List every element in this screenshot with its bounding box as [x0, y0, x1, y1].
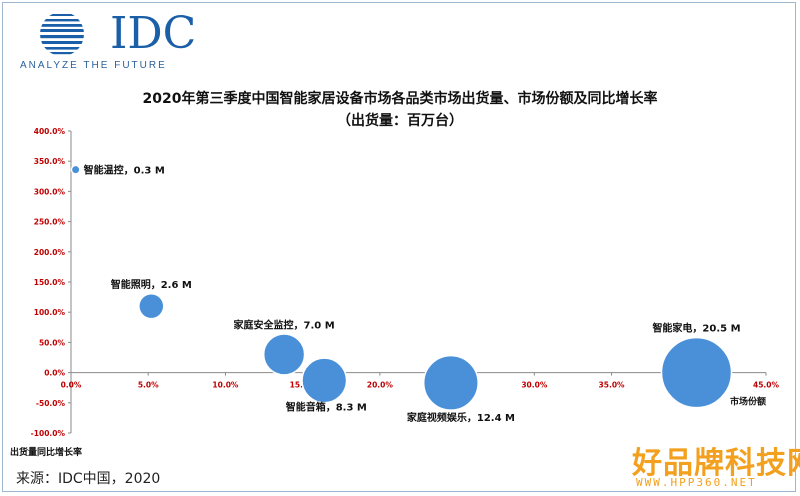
- y-tick-label: 150.0%: [34, 278, 66, 287]
- data-bubble: [262, 333, 306, 376]
- y-tick-label: 0.0%: [44, 369, 65, 378]
- data-bubble: [70, 164, 81, 175]
- y-tick-label: 300.0%: [34, 187, 66, 196]
- data-label: 家庭视频娱乐，12.4 M: [407, 411, 515, 424]
- y-tick-label: 250.0%: [34, 218, 66, 227]
- data-label: 智能音箱，8.3 M: [286, 400, 367, 413]
- globe-icon: [40, 12, 84, 56]
- y-tick-label: 400.0%: [34, 127, 66, 136]
- data-label: 智能家电，20.5 M: [652, 322, 740, 335]
- x-tick-label: 10.0%: [212, 381, 239, 390]
- data-bubble: [138, 292, 165, 320]
- logo-brand: IDC: [110, 8, 197, 59]
- y-tick-label: 100.0%: [34, 308, 66, 317]
- y-tick-label: 350.0%: [34, 157, 66, 166]
- data-bubble: [301, 357, 348, 404]
- y-axis-label: 出货量同比增长率: [10, 446, 82, 458]
- data-label: 家庭安全监控，7.0 M: [234, 318, 335, 331]
- x-tick-label: 0.0%: [61, 381, 82, 390]
- x-tick-label: 30.0%: [521, 381, 548, 390]
- watermark-main: 好品牌科技网: [632, 446, 800, 481]
- x-tick-label: 20.0%: [367, 381, 394, 390]
- data-bubble: [422, 354, 479, 411]
- chart-subtitle: （出货量：百万台）: [337, 113, 463, 129]
- x-tick-label: 45.0%: [753, 381, 780, 390]
- y-tick-label: 50.0%: [39, 338, 66, 347]
- x-axis-label: 市场份额: [730, 396, 766, 408]
- chart-title: 2020年第三季度中国智能家居设备市场各品类市场出货量、市场份额及同比增长率: [142, 91, 658, 107]
- x-tick-label: 5.0%: [138, 381, 159, 390]
- x-tick-label: 35.0%: [599, 381, 626, 390]
- y-tick-label: -50.0%: [36, 399, 66, 408]
- watermark: 好品牌科技网 WWW.HPP360.NET: [628, 438, 800, 492]
- data-label: 智能照明，2.6 M: [111, 278, 192, 291]
- watermark-url: WWW.HPP360.NET: [636, 476, 757, 489]
- source-note: 来源：IDC中国，2020: [16, 471, 161, 487]
- y-tick-label: -100.0%: [31, 429, 66, 438]
- data-bubble: [660, 336, 733, 409]
- y-tick-label: 200.0%: [34, 248, 66, 257]
- data-label: 智能温控，0.3 M: [84, 164, 165, 177]
- logo-tagline: ANALYZE THE FUTURE: [20, 60, 167, 71]
- idc-logo: IDC ANALYZE THE FUTURE: [18, 10, 198, 72]
